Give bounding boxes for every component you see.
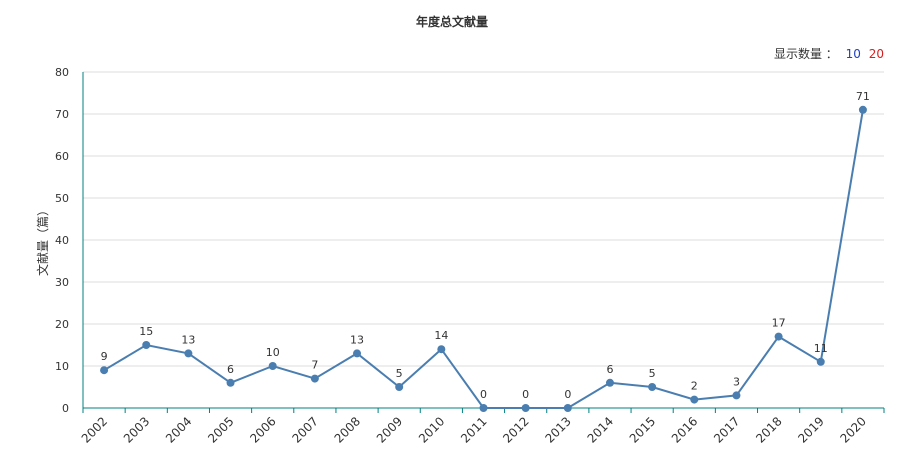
display-count-option-10[interactable]: 10 (845, 47, 861, 61)
y-tick-label-0: 0 (62, 402, 69, 415)
display-count-option-20[interactable]: 20 (868, 47, 884, 61)
grid-lines (83, 71, 884, 367)
data-point-2016 (690, 395, 699, 404)
y-tick-label-80: 80 (55, 66, 69, 79)
y-tick-label-30: 30 (55, 276, 69, 289)
data-label-2016: 2 (691, 380, 698, 393)
data-label-2014: 6 (606, 363, 613, 376)
data-point-2006 (268, 362, 277, 370)
x-tick-label-2007: 2007 (289, 414, 320, 445)
data-point-2011 (479, 404, 488, 412)
y-tick-label-40: 40 (55, 234, 69, 247)
x-tick-label-2009: 2009 (374, 414, 405, 445)
data-label-2019: 11 (814, 342, 828, 355)
x-tick-label-2005: 2005 (205, 414, 236, 445)
data-point-2004 (184, 349, 193, 358)
data-point-2010 (437, 345, 446, 354)
x-tick-label-2011: 2011 (458, 414, 489, 445)
x-tick-label-2013: 2013 (542, 414, 573, 445)
data-point-2002 (100, 366, 109, 375)
display-count-control: 显示数量 ： 10 20 (770, 45, 884, 62)
axes (82, 72, 885, 413)
x-tick-label-2002: 2002 (79, 414, 110, 445)
data-label-2002: 9 (101, 350, 108, 363)
series-line (103, 109, 864, 409)
data-label-2020: 71 (856, 90, 870, 103)
data-point-2018 (774, 332, 783, 341)
data-label-2012: 0 (522, 388, 529, 401)
data-label-2005: 6 (227, 363, 234, 376)
data-point-2007 (310, 374, 319, 383)
data-label-2015: 5 (649, 367, 656, 380)
x-tick-label-2016: 2016 (669, 414, 700, 445)
y-tick-label-20: 20 (55, 318, 69, 331)
data-point-2013 (563, 404, 572, 412)
x-tick-label-2004: 2004 (163, 414, 194, 445)
data-points (100, 105, 867, 412)
y-tick-labels: 0 10 20 30 40 50 60 70 80 (55, 66, 69, 415)
x-tick-label-2008: 2008 (332, 414, 363, 445)
display-count-label: 显示数量 ： (773, 47, 838, 61)
data-point-2009 (395, 383, 404, 391)
data-point-2012 (521, 404, 530, 412)
x-tick-label-2018: 2018 (753, 414, 784, 445)
y-tick-label-50: 50 (55, 192, 69, 205)
data-point-2008 (353, 349, 362, 358)
y-tick-label-60: 60 (55, 150, 69, 163)
x-tick-labels: 2002 2003 2004 2005 2006 2007 2008 2009 2010 2011… (79, 414, 869, 445)
x-tick-label-2017: 2017 (711, 414, 742, 445)
data-label-2003: 15 (139, 325, 153, 338)
data-point-2020 (858, 105, 867, 114)
x-tick-label-2015: 2015 (627, 414, 658, 445)
x-tick-label-2006: 2006 (247, 414, 278, 445)
data-point-2014 (605, 378, 614, 387)
data-label-2010: 14 (434, 329, 448, 342)
data-point-2005 (226, 378, 235, 387)
x-tick-label-2020: 2020 (838, 414, 869, 445)
data-label-2004: 13 (181, 333, 195, 346)
data-label-2018: 17 (772, 317, 786, 330)
data-point-2017 (732, 391, 741, 400)
x-tick-label-2019: 2019 (795, 414, 826, 445)
x-tick-label-2010: 2010 (416, 414, 447, 445)
x-tick-label-2012: 2012 (500, 414, 531, 445)
data-label-2009: 5 (396, 367, 403, 380)
series-line-0 (103, 109, 864, 409)
data-label-2006: 10 (266, 346, 280, 359)
data-label-2008: 13 (350, 333, 364, 346)
x-tick-label-2003: 2003 (121, 414, 152, 445)
data-label-2007: 7 (311, 359, 318, 372)
x-tick-label-2014: 2014 (585, 414, 616, 445)
y-tick-label-10: 10 (55, 360, 69, 373)
data-point-2015 (648, 383, 657, 391)
y-axis-label: 文献量（篇） (35, 204, 50, 276)
data-label-2011: 0 (480, 388, 487, 401)
y-tick-label-70: 70 (55, 108, 69, 121)
data-point-2019 (816, 357, 825, 366)
data-point-2003 (142, 341, 151, 349)
data-label-2013: 0 (564, 388, 571, 401)
data-label-2017: 3 (733, 375, 740, 388)
chart-title: 年度总文献量 (415, 15, 488, 29)
